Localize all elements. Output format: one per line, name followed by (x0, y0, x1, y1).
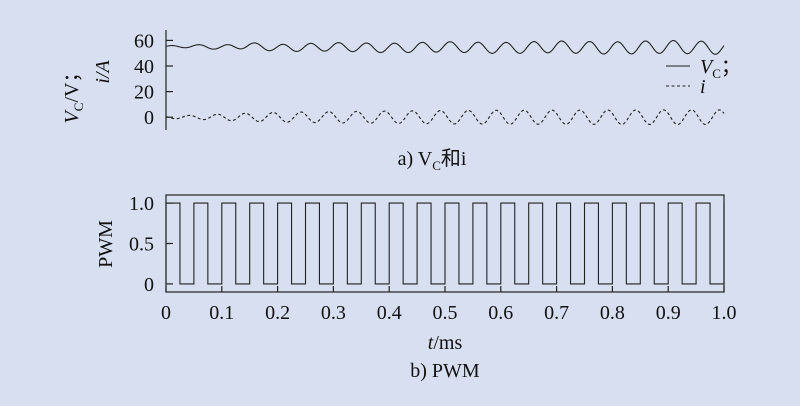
panel-a-y-tick-label: 60 (134, 30, 154, 52)
panel-a-caption: a) VC和i (398, 147, 467, 173)
panel-b-x-tick-label: 0.7 (544, 302, 569, 324)
panel-b-x-ticks: 0 0.1 0.2 0.3 0.4 0.5 0.6 0.7 0.8 0.9 1.0 (161, 286, 737, 324)
panel-b-x-tick-label: 1.0 (712, 302, 737, 324)
panel-b-xlabel: t/ms (428, 332, 463, 354)
panel-b-x-tick-label: 0.3 (321, 302, 346, 324)
panel-b-x-tick-label: 0.5 (433, 302, 458, 324)
panel-a-y-ticks: 0 20 40 60 (134, 30, 173, 130)
legend-vc-label: VC； (700, 56, 741, 81)
panel-b-y-tick-label: 0.5 (129, 234, 154, 256)
panel-b-x-tick-label: 0.2 (265, 302, 290, 324)
panel-b-caption: b) PWM (410, 360, 480, 382)
panel-b-x-tick-label: 0 (161, 302, 171, 324)
series-pwm-line (165, 202, 725, 285)
legend-i-label: i (700, 76, 706, 98)
panel-b-x-tick-label: 0.9 (656, 302, 681, 324)
legend: VC； i (666, 56, 741, 98)
panel-b-y-tick-label: 1.0 (129, 193, 154, 215)
panel-a-y-tick-label: 40 (134, 56, 154, 78)
panel-a-ylabel-line1: VC/V； (61, 63, 86, 124)
panel-b-x-tick-label: 0.4 (377, 302, 402, 324)
series-vc-line (165, 39, 725, 55)
panel-b-x-tick-label: 0.1 (209, 302, 234, 324)
panel-a-ylabel-line2: i/A (92, 60, 114, 84)
panel-b-ylabel: PWM (95, 220, 117, 268)
series-i-line (165, 109, 725, 126)
panel-b: 00.51.0 0 0.1 0.2 0.3 0.4 0.5 0.6 0.7 0.8 0.9 1.0 … (95, 193, 737, 382)
panel-b-x-tick-label: 0.8 (600, 302, 625, 324)
panel-a-y-tick-label: 0 (144, 107, 154, 129)
panel-a-y-tick-label: 20 (134, 82, 154, 104)
panel-b-y-tick-label: 0 (144, 274, 154, 296)
panel-b-x-tick-label: 0.6 (488, 302, 513, 324)
panel-a: 0 20 40 60 VC/V； i/A VC； i a) VC和i (61, 30, 741, 173)
